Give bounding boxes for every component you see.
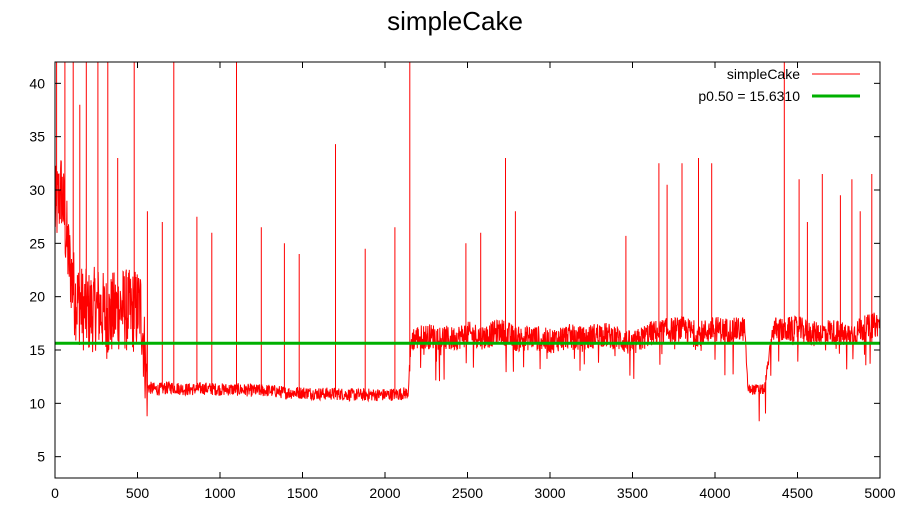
x-tick-label-2: 1000	[204, 485, 235, 501]
y-tick-label-1: 10	[29, 395, 45, 411]
plot-frame	[54, 61, 881, 479]
legend-label-0: simpleCake	[727, 66, 800, 82]
x-tick-label-7: 3500	[617, 485, 648, 501]
y-tick-label-0: 5	[37, 449, 45, 465]
y-tick-label-3: 20	[29, 289, 45, 305]
chart-title: simpleCake	[387, 6, 523, 36]
y-tick-label-4: 25	[29, 235, 45, 251]
x-tick-label-4: 2000	[369, 485, 400, 501]
y-tick-label-6: 35	[29, 129, 45, 145]
y-tick-label-5: 30	[29, 182, 45, 198]
x-tick-label-10: 5000	[864, 485, 895, 501]
x-tick-label-5: 2500	[452, 485, 483, 501]
x-tick-label-0: 0	[51, 485, 59, 501]
x-tick-label-3: 1500	[287, 485, 318, 501]
axis-layer: 0 500 1000 1500 2000 2500 3000 3500 4000 4500 5000…	[29, 62, 896, 501]
x-tick-label-6: 3000	[534, 485, 565, 501]
y-tick-label-2: 15	[29, 342, 45, 358]
x-tick-label-9: 4500	[782, 485, 813, 501]
series-simplecake-line	[55, 62, 880, 422]
line-layer	[55, 62, 880, 422]
legend: simpleCake p0.50 = 15.6310	[698, 66, 860, 104]
legend-label-1: p0.50 = 15.6310	[698, 88, 800, 104]
y-tick-label-7: 40	[29, 75, 45, 91]
x-tick-label-1: 500	[126, 485, 150, 501]
x-tick-label-8: 4000	[699, 485, 730, 501]
